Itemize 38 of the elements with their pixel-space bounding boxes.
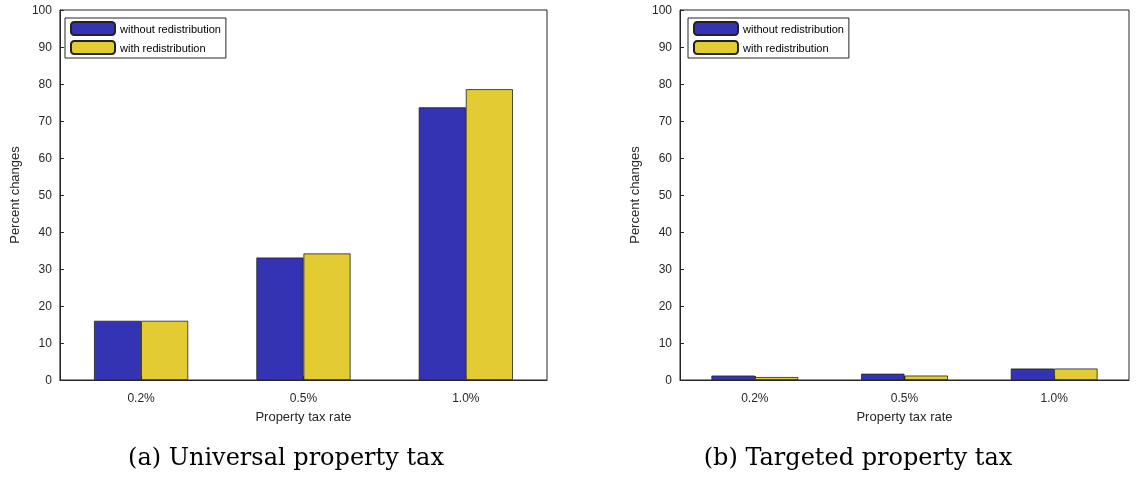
x-tick-label: 0.5% — [890, 391, 919, 405]
y-axis-title: Percent changes — [7, 145, 22, 244]
y-tick-label: 70 — [38, 114, 53, 128]
x-tick-label: 1.0% — [452, 391, 480, 405]
y-tick-label: 50 — [38, 188, 53, 202]
y-tick-label: 80 — [658, 77, 673, 91]
y-tick-label: 100 — [651, 3, 673, 17]
y-tick-label: 90 — [658, 40, 673, 54]
y-tick-label: 0 — [665, 373, 673, 387]
text: (a) Universal property tax — [128, 443, 445, 471]
x-tick-label: 0.2% — [741, 391, 769, 405]
legend-label: without redistribution — [119, 22, 221, 35]
y-tick-label: 40 — [658, 225, 673, 239]
y-tick-label: 10 — [38, 336, 53, 350]
y-tick-label: 50 — [658, 188, 673, 202]
legend-label: with redistribution — [742, 41, 829, 54]
y-tick-label: 80 — [38, 77, 53, 91]
x-tick-label: 0.2% — [127, 391, 156, 405]
x-tick-label: 1.0% — [1040, 391, 1069, 405]
text: (b) Targeted property tax — [703, 443, 1013, 471]
y-tick-label: 60 — [658, 151, 673, 165]
y-tick-label: 20 — [658, 299, 673, 313]
y-tick-label: 30 — [38, 262, 53, 276]
y-tick-label: 90 — [38, 40, 53, 54]
x-axis-title: Property tax rate — [856, 409, 953, 424]
y-tick-label: 30 — [658, 262, 673, 276]
x-tick-label: 0.5% — [289, 391, 318, 405]
y-tick-label: 60 — [38, 151, 53, 165]
legend-label: with redistribution — [119, 41, 206, 54]
y-tick-label: 20 — [38, 299, 53, 313]
y-tick-label: 70 — [658, 114, 673, 128]
y-axis-title: Percent changes — [627, 145, 643, 244]
y-tick-label: 100 — [31, 3, 53, 17]
y-tick-label: 0 — [45, 373, 53, 387]
legend-label: without redistribution — [742, 22, 844, 35]
x-axis-title: Property tax rate — [255, 409, 352, 424]
y-tick-label: 40 — [38, 225, 53, 239]
y-tick-label: 10 — [658, 336, 673, 350]
